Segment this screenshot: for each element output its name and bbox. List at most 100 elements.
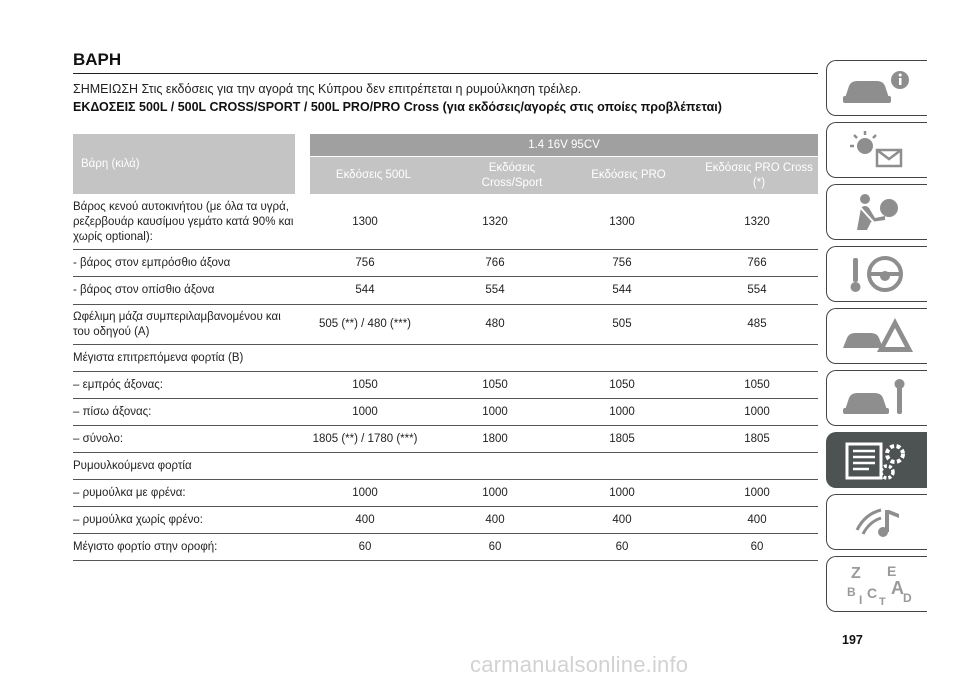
cell-value: 400: [612, 513, 632, 526]
column-header-500l: Εκδόσεις 500L: [335, 169, 412, 182]
row-divider: [73, 560, 818, 561]
row-label-total-max: – σύνολο:: [73, 432, 124, 445]
row-divider: [73, 506, 818, 507]
versions-heading: ΕΚΔΟΣΕΙΣ 500L / 500L CROSS/SPORT / 500L …: [73, 100, 722, 114]
weights-kg-label: Βάρη (κιλά): [81, 157, 140, 170]
row-label-rear-axle-max: – πίσω άξονας:: [73, 405, 152, 418]
cell-value: 60: [358, 540, 372, 553]
car-info-icon: [843, 71, 909, 103]
cell-value: 1805: [609, 432, 635, 445]
title-divider: [73, 73, 818, 74]
cell-value: 756: [612, 256, 632, 269]
cell-value: 1050: [482, 378, 508, 391]
index-letter: D: [903, 591, 912, 605]
row-label-front-axle-weight: - βάρος στον εμπρόσθιο άξονα: [73, 256, 231, 269]
row-label-trailer-with-brakes: – ρυμούλκα με φρένα:: [73, 486, 186, 499]
row-label-payload: Ωφέλιμη μάζα συμπεριλαμβανομένου και του…: [73, 310, 281, 338]
index-letter: I: [859, 593, 862, 606]
index-letter: Z: [851, 565, 861, 582]
column-header-pro-cross: Εκδόσεις PRO Cross (*): [705, 162, 813, 189]
cell-value: 544: [355, 284, 375, 297]
column-header-pro: Εκδόσεις PRO: [591, 169, 666, 182]
side-tab-multimedia[interactable]: [826, 494, 927, 550]
cyprus-note: ΣΗΜΕΙΩΣΗ Στις εκδόσεις για την αγορά της…: [73, 82, 582, 96]
row-divider: [73, 276, 818, 277]
cell-value: 554: [485, 284, 505, 297]
row-label-front-axle-max: – εμπρός άξονας:: [73, 378, 163, 391]
steering-wheel-key-icon: [850, 256, 903, 292]
side-tab-warning-lights[interactable]: [826, 122, 927, 178]
car-breakdown-icon: [843, 318, 913, 352]
cell-value: 1000: [482, 405, 508, 418]
row-label-trailer-without-brake: – ρυμούλκα χωρίς φρένο:: [73, 513, 203, 526]
cell-value: 505: [612, 318, 632, 331]
side-tab-index[interactable]: Z E B A I C D T: [826, 556, 927, 612]
cell-value: 1000: [744, 486, 770, 499]
cell-value: 1320: [482, 216, 508, 229]
cell-value: 1000: [352, 405, 378, 418]
engine-label: 1.4 16V 95CV: [528, 138, 600, 151]
cell-value: 544: [612, 284, 632, 297]
page-title: ΒΑΡΗ: [73, 50, 122, 69]
cell-value: 505 (**) / 480 (***): [318, 318, 412, 331]
row-divider: [73, 452, 818, 453]
row-label-max-permitted-loads: Μέγιστα επιτρεπόμενα φορτία (B): [73, 351, 244, 364]
row-divider: [73, 533, 818, 534]
cell-value: 60: [615, 540, 629, 553]
cell-value: 756: [355, 256, 375, 269]
cell-value: 400: [355, 513, 375, 526]
airbag-safety-icon: [857, 194, 898, 230]
cell-value: 1805 (**) / 1780 (***): [312, 432, 418, 445]
cell-value: 554: [747, 284, 767, 297]
page-number: 197: [842, 633, 863, 647]
row-label-empty-weight: Βάρος κενού αυτοκινήτου (με όλα τα υγρά,…: [73, 201, 294, 243]
side-tab-technical-data[interactable]: [826, 432, 927, 488]
side-tab-safety[interactable]: [826, 184, 927, 240]
cell-value: 1050: [352, 378, 378, 391]
alphabetical-index-icon: Z E B A I C D T: [847, 563, 912, 606]
car-maintenance-icon: [843, 379, 905, 414]
cell-value: 1000: [482, 486, 508, 499]
cell-value: 1300: [352, 216, 378, 229]
index-letter: T: [879, 596, 886, 606]
row-label-towable-loads: Ρυμουλκούμενα φορτία: [73, 459, 192, 472]
cell-value: 60: [488, 540, 502, 553]
row-divider: [73, 304, 818, 305]
cell-value: 1800: [482, 432, 508, 445]
cell-value: 1050: [609, 378, 635, 391]
side-tab-starting-driving[interactable]: [826, 246, 927, 302]
index-letter: E: [887, 563, 896, 579]
row-divider: [73, 398, 818, 399]
cell-value: 766: [747, 256, 767, 269]
index-letter: C: [867, 585, 877, 601]
side-tab-emergency[interactable]: [826, 308, 927, 364]
cell-value: 485: [747, 318, 767, 331]
cell-value: 1000: [352, 486, 378, 499]
row-divider: [73, 425, 818, 426]
row-label-max-roof-load: Μέγιστο φορτίο στην οροφή:: [73, 540, 218, 553]
cell-value: 1000: [609, 486, 635, 499]
column-header-cross-sport: Εκδόσεις Cross/Sport: [481, 162, 543, 189]
side-tab-car-info[interactable]: [826, 60, 927, 116]
side-tab-maintenance[interactable]: [826, 370, 927, 426]
cell-value: 1320: [744, 216, 770, 229]
row-divider: [73, 371, 818, 372]
row-divider: [73, 479, 818, 480]
technical-data-icon: [845, 442, 905, 480]
cell-value: 1000: [609, 405, 635, 418]
watermark: carmanualsonline.info: [470, 652, 689, 677]
row-label-rear-axle-weight: - βάρος στον οπίσθιο άξονα: [73, 284, 215, 297]
cell-value: 1300: [609, 216, 635, 229]
cell-value: 766: [485, 256, 505, 269]
row-divider: [73, 344, 818, 345]
table-corner-header: Βάρη (κιλά): [73, 134, 295, 194]
column-header-row: [310, 157, 818, 194]
warning-lights-icon: [850, 131, 903, 168]
cell-value: 480: [485, 318, 505, 331]
cell-value: 400: [485, 513, 505, 526]
cell-value: 60: [750, 540, 764, 553]
row-divider: [73, 249, 818, 250]
cell-value: 1000: [744, 405, 770, 418]
index-letter: B: [847, 585, 856, 599]
index-letter: A: [891, 578, 904, 598]
